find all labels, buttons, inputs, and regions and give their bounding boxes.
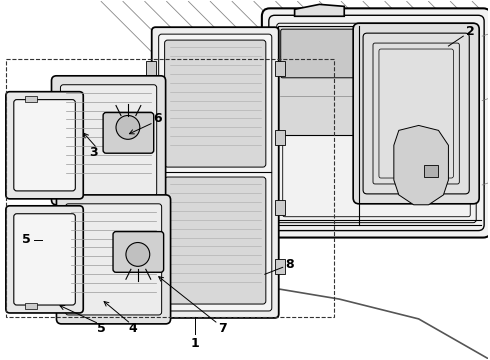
FancyBboxPatch shape	[281, 29, 359, 78]
Bar	[6, 59, 334, 317]
Bar	[24, 303, 37, 309]
Bar	[275, 61, 285, 76]
Bar	[275, 130, 285, 145]
Bar	[24, 96, 37, 102]
Text: 2: 2	[466, 24, 475, 38]
FancyBboxPatch shape	[6, 92, 83, 199]
Circle shape	[126, 243, 150, 266]
FancyBboxPatch shape	[152, 27, 279, 318]
FancyBboxPatch shape	[60, 85, 157, 196]
Bar	[424, 165, 439, 177]
Text: 4: 4	[128, 322, 137, 336]
Bar	[146, 200, 156, 215]
FancyBboxPatch shape	[113, 231, 164, 272]
FancyBboxPatch shape	[65, 204, 162, 315]
FancyBboxPatch shape	[14, 214, 75, 305]
FancyBboxPatch shape	[6, 206, 83, 313]
Text: 5: 5	[97, 322, 105, 336]
Polygon shape	[394, 125, 448, 205]
FancyBboxPatch shape	[165, 177, 266, 304]
Text: 5: 5	[23, 233, 31, 246]
Bar	[278, 26, 362, 135]
Bar	[146, 61, 156, 76]
FancyBboxPatch shape	[159, 34, 272, 311]
Text: 6: 6	[153, 112, 162, 125]
FancyBboxPatch shape	[56, 195, 171, 324]
Bar	[146, 130, 156, 145]
Text: 1: 1	[191, 337, 200, 350]
Text: 7: 7	[218, 322, 226, 336]
FancyBboxPatch shape	[353, 23, 479, 204]
Bar	[275, 260, 285, 274]
FancyBboxPatch shape	[14, 100, 75, 191]
Text: 8: 8	[285, 258, 294, 271]
FancyBboxPatch shape	[51, 76, 166, 205]
FancyBboxPatch shape	[103, 113, 154, 153]
Text: 3: 3	[89, 146, 98, 159]
Bar	[275, 200, 285, 215]
FancyBboxPatch shape	[165, 40, 266, 167]
Circle shape	[116, 116, 140, 139]
Polygon shape	[294, 4, 344, 16]
FancyBboxPatch shape	[262, 8, 490, 238]
Bar	[146, 260, 156, 274]
